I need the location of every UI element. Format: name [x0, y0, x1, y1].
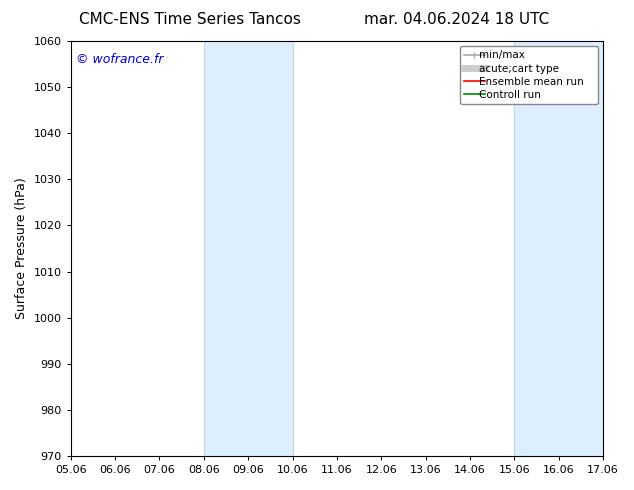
Y-axis label: Surface Pressure (hPa): Surface Pressure (hPa): [15, 178, 28, 319]
Text: CMC-ENS Time Series Tancos: CMC-ENS Time Series Tancos: [79, 12, 301, 27]
Bar: [204, 41, 292, 456]
Bar: [514, 41, 603, 456]
Legend: min/max, acute;cart type, Ensemble mean run, Controll run: min/max, acute;cart type, Ensemble mean …: [460, 46, 598, 104]
Text: © wofrance.fr: © wofrance.fr: [76, 53, 164, 67]
Text: mar. 04.06.2024 18 UTC: mar. 04.06.2024 18 UTC: [364, 12, 549, 27]
